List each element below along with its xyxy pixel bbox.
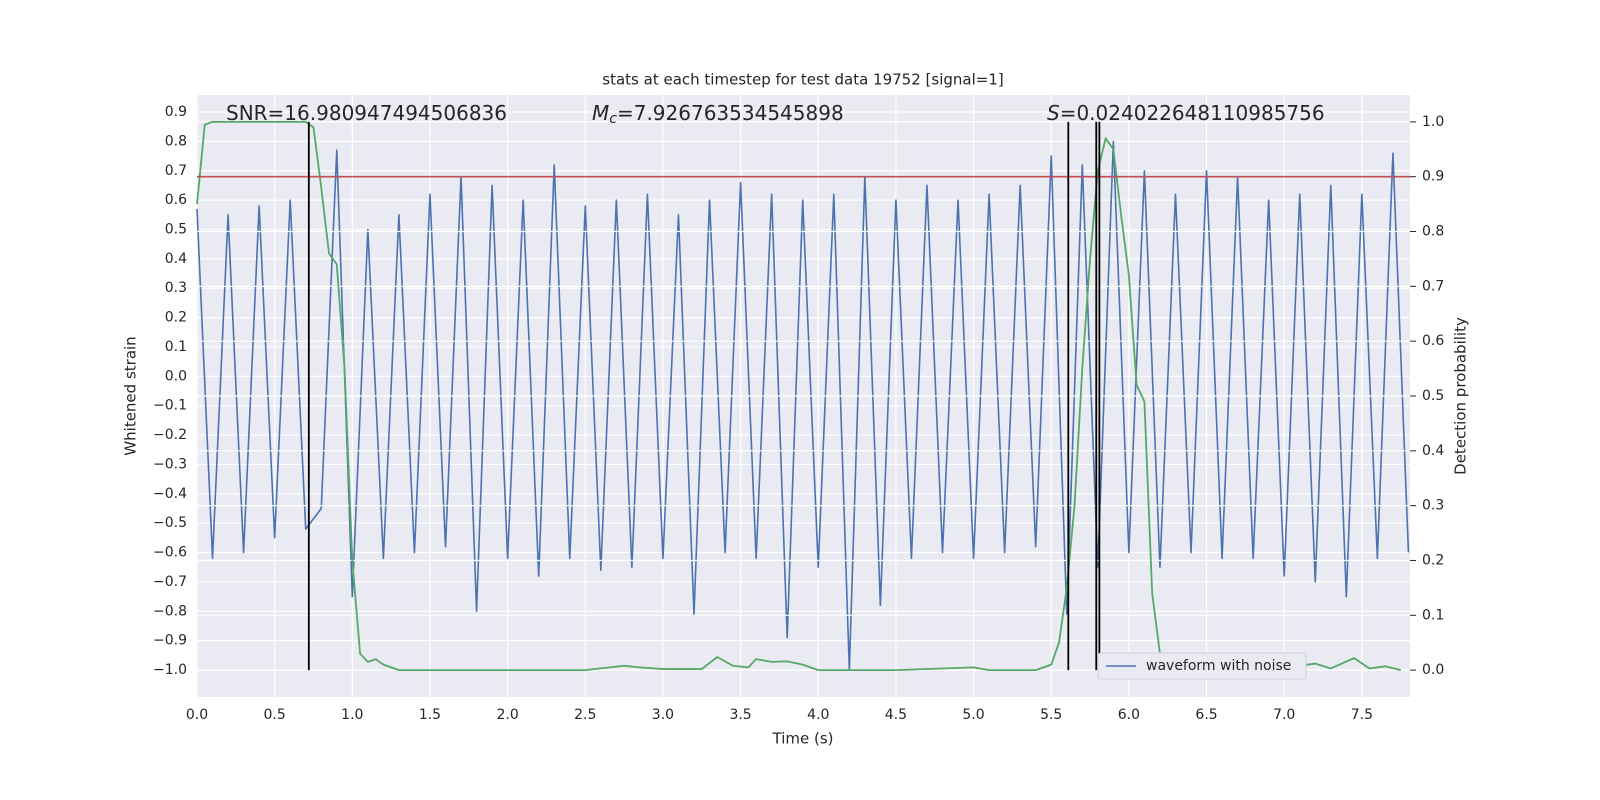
x-tick-label: 5.0 bbox=[962, 707, 984, 723]
y2-tick-label: 1.0 bbox=[1422, 114, 1444, 130]
legend-box bbox=[1097, 652, 1307, 680]
y-tick-label: −0.6 bbox=[153, 545, 187, 561]
y-tick-label: 0.9 bbox=[165, 104, 187, 120]
annotation-symbol: S bbox=[1047, 101, 1060, 125]
y-tick-label: −0.8 bbox=[153, 603, 187, 619]
y-tick-label: −0.5 bbox=[153, 515, 187, 531]
y-tick-label: −0.7 bbox=[153, 574, 187, 590]
y2-tick-label: 0.0 bbox=[1422, 662, 1444, 678]
y-axis-label: Whitened strain bbox=[122, 336, 140, 455]
y2-tick-label: 0.2 bbox=[1422, 552, 1444, 568]
annotation-symbol: M bbox=[592, 101, 609, 125]
x-tick-label: 1.0 bbox=[341, 707, 363, 723]
y-tick-label: 0.7 bbox=[165, 163, 187, 179]
y-tick-label: 0.0 bbox=[165, 368, 187, 384]
x-tick-label: 7.5 bbox=[1351, 707, 1373, 723]
y-tick-label: 0.2 bbox=[165, 310, 187, 326]
x-tick-label: 0.5 bbox=[264, 707, 286, 723]
y-tick-label: 0.8 bbox=[165, 133, 187, 149]
y-tick-label: 0.3 bbox=[165, 280, 187, 296]
x-tick-label: 2.0 bbox=[496, 707, 518, 723]
y-tick-label: −0.3 bbox=[153, 456, 187, 472]
y2-tick-label: 0.1 bbox=[1422, 607, 1444, 623]
x-tick-label: 0.0 bbox=[186, 707, 208, 723]
y-tick-label: 0.4 bbox=[165, 251, 187, 267]
y2-tick-label: 0.3 bbox=[1422, 498, 1444, 514]
annotation-text: SNR=16.980947494506836 bbox=[226, 101, 507, 125]
y2-tick-label: 0.6 bbox=[1422, 333, 1444, 349]
x-tick-label: 1.5 bbox=[419, 707, 441, 723]
y2-tick-label: 0.4 bbox=[1422, 443, 1444, 459]
x-tick-label: 4.0 bbox=[807, 707, 829, 723]
y-tick-label: −0.9 bbox=[153, 633, 187, 649]
annotation: S=0.024022648110985756 bbox=[1047, 101, 1325, 125]
chart-title: stats at each timestep for test data 197… bbox=[602, 71, 1003, 89]
y-tick-label: −0.4 bbox=[153, 486, 187, 502]
y-tick-label: −0.1 bbox=[153, 398, 187, 414]
y2-tick-label: 0.9 bbox=[1422, 169, 1444, 185]
annotation-text: =0.024022648110985756 bbox=[1060, 101, 1325, 125]
text-layer: 0.0 0.5 1.0 1.5 2.0 2.5 3.0 3.5 4.0 4.5 5.0 5.5 6.0 6… bbox=[153, 101, 1444, 724]
y-tick-label: 0.5 bbox=[165, 221, 187, 237]
annotation: SNR=16.980947494506836 bbox=[226, 101, 507, 125]
annotation: Mc=7.926763534545898 bbox=[592, 101, 844, 128]
waveform-layer bbox=[196, 140, 1410, 671]
y2-tick-label: 0.7 bbox=[1422, 278, 1444, 294]
x-tick-label: 5.5 bbox=[1040, 707, 1062, 723]
x-tick-label: 6.0 bbox=[1118, 707, 1140, 723]
annotation-subscript: c bbox=[609, 111, 617, 127]
waveform-line bbox=[196, 140, 1410, 671]
x-axis-label: Time (s) bbox=[772, 730, 834, 748]
y2-tick-label: 0.8 bbox=[1422, 224, 1444, 240]
y2-axis-label: Detection probability bbox=[1452, 317, 1470, 475]
y-tick-label: 0.6 bbox=[165, 192, 187, 208]
x-tick-label: 3.5 bbox=[729, 707, 751, 723]
x-tick-label: 3.0 bbox=[652, 707, 674, 723]
annotation-text: =7.926763534545898 bbox=[617, 101, 844, 125]
y-tick-label: 0.1 bbox=[165, 339, 187, 355]
y2-tick-label: 0.5 bbox=[1422, 388, 1444, 404]
legend-label: waveform with noise bbox=[1146, 658, 1291, 674]
x-tick-label: 4.5 bbox=[885, 707, 907, 723]
x-tick-label: 6.5 bbox=[1195, 707, 1217, 723]
x-tick-label: 7.0 bbox=[1273, 707, 1295, 723]
y-tick-label: −1.0 bbox=[153, 662, 187, 678]
y-tick-label: −0.2 bbox=[153, 427, 187, 443]
x-tick-label: 2.5 bbox=[574, 707, 596, 723]
